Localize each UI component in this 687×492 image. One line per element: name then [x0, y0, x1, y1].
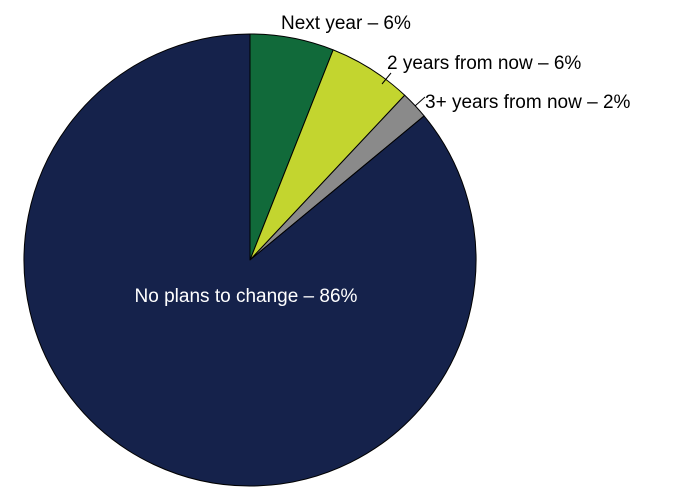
- leader-line-2-years-from-now: [381, 72, 392, 85]
- slice-label-2-years-from-now: 2 years from now – 6%: [387, 53, 581, 74]
- slice-label-no-plans-to-change: No plans to change – 86%: [135, 286, 358, 307]
- pie-slice-no-plans-to-change: [23, 33, 477, 487]
- slice-label-3-years-from-now: 3+ years from now – 2%: [425, 92, 631, 113]
- leader-line-3-years-from-now: [414, 96, 426, 107]
- slice-label-next-year: Next year – 6%: [281, 13, 411, 34]
